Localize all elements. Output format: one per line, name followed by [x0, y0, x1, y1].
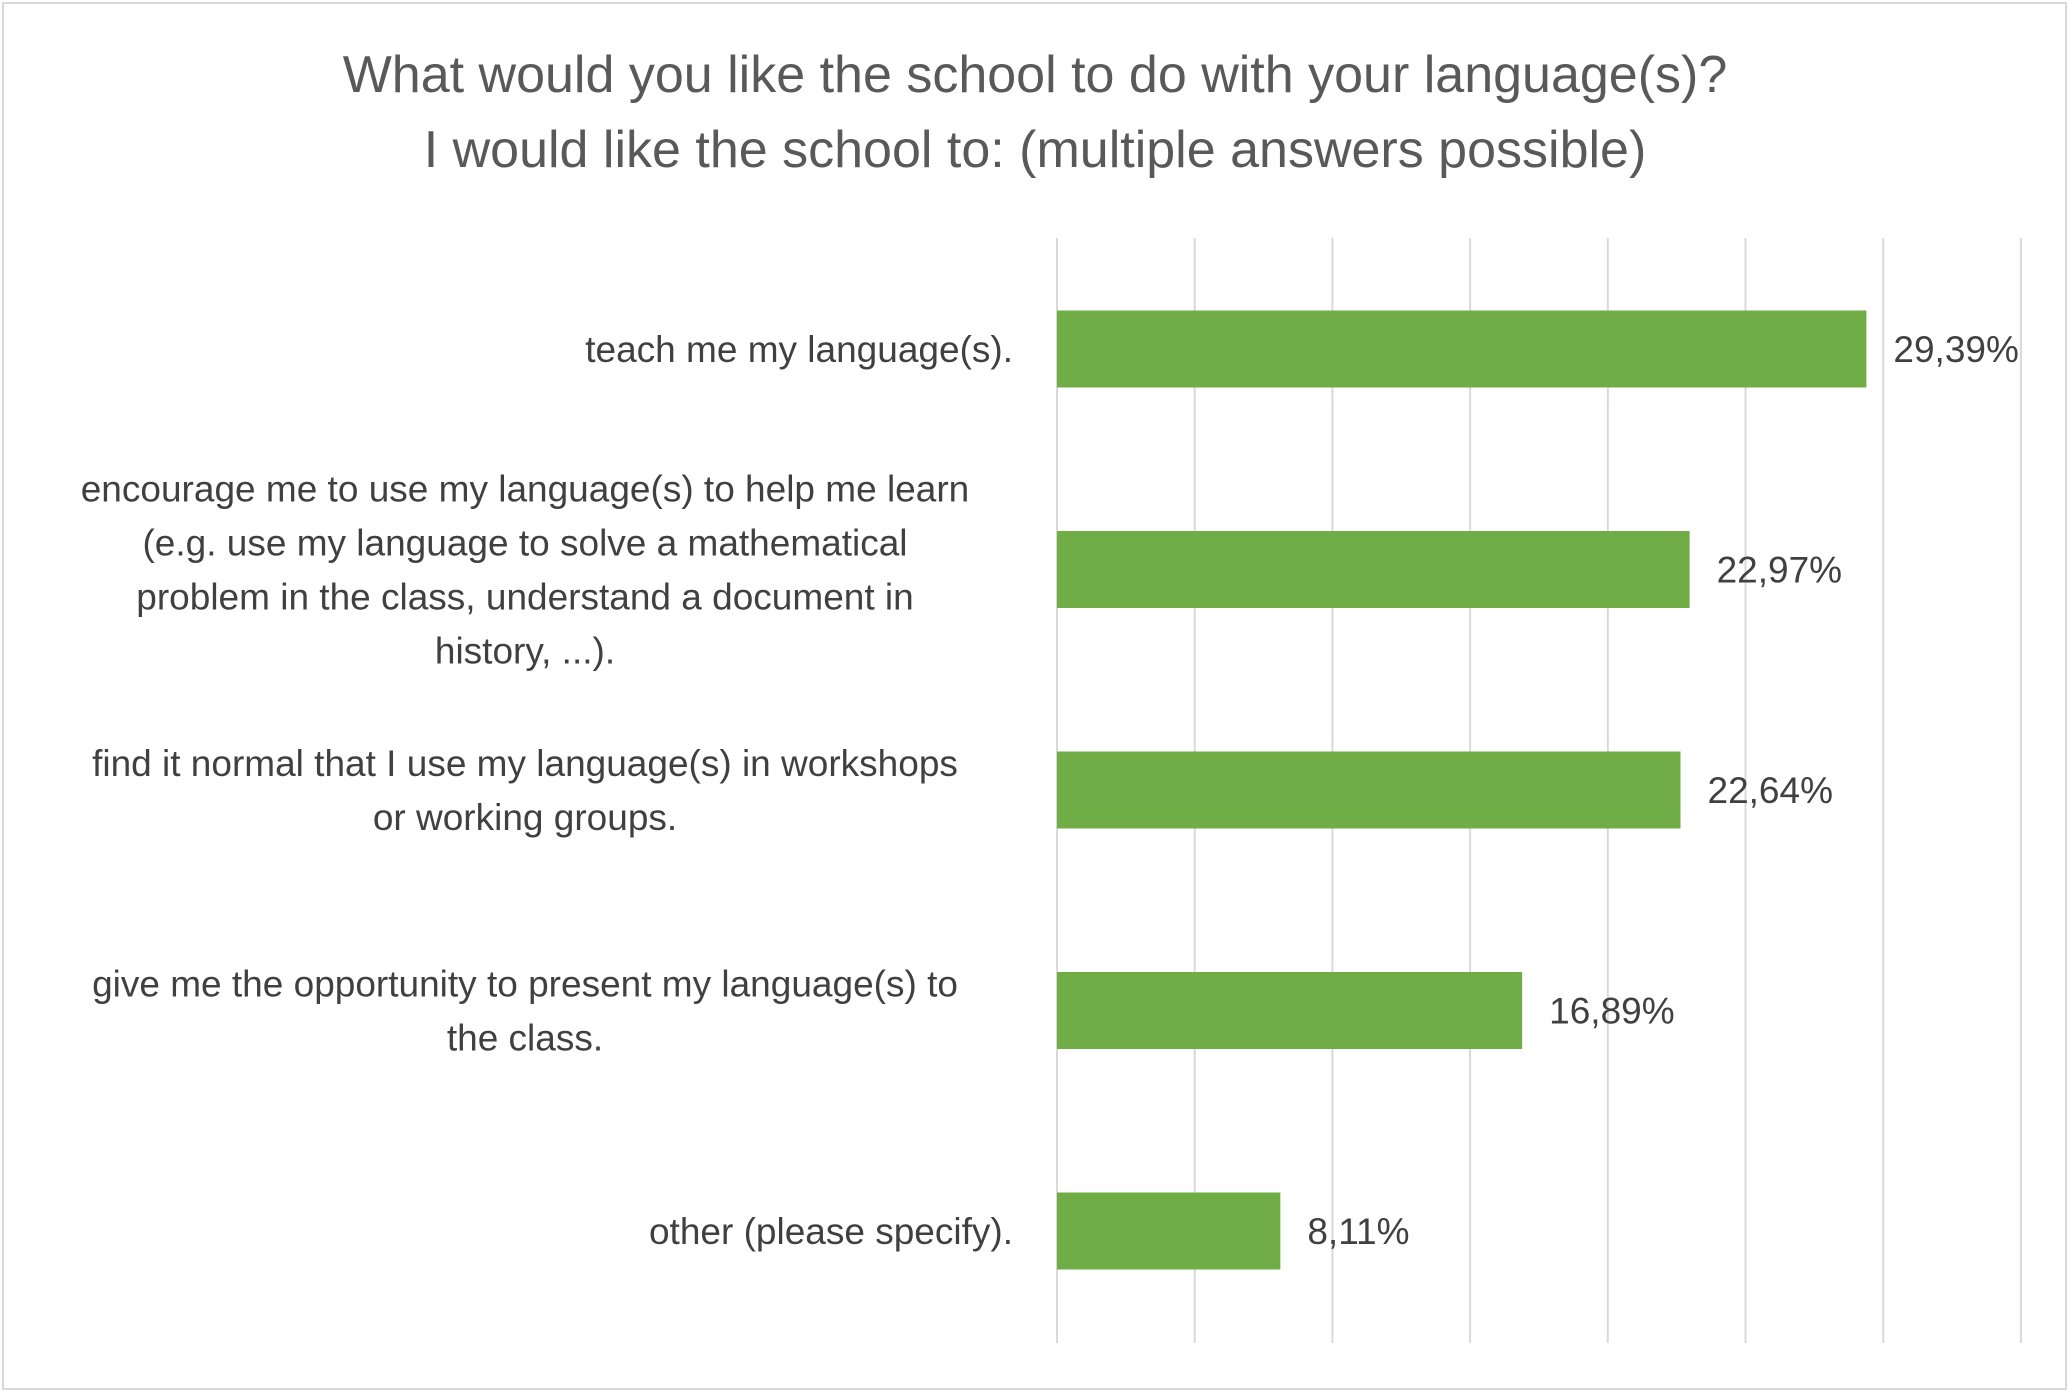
data-label: 16,89% — [1549, 991, 1675, 1032]
bar — [1057, 1192, 1281, 1270]
bar — [1057, 972, 1523, 1049]
category-label-line: history, ...). — [435, 631, 615, 672]
category-label: find it normal that I use my language(s)… — [92, 743, 958, 838]
category-label-line: find it normal that I use my language(s)… — [92, 743, 958, 784]
category-labels: teach me my language(s). encourage me to … — [81, 329, 1013, 1252]
category-label: other (please specify). — [649, 1211, 1013, 1252]
data-labels: 29,39% 22,97% 22,64% 16,89% 8,11% — [1307, 329, 2019, 1252]
category-label: encourage me to use my language(s) to he… — [81, 469, 970, 672]
category-label-line: problem in the class, understand a docum… — [136, 577, 913, 618]
chart-title: What would you like the school to do wit… — [343, 46, 1728, 179]
category-label-line: or working groups. — [373, 797, 677, 838]
bar — [1057, 310, 1867, 388]
category-label-line: encourage me to use my language(s) to he… — [81, 469, 970, 510]
data-label: 29,39% — [1893, 329, 2019, 370]
data-label: 8,11% — [1307, 1211, 1409, 1252]
category-label-line: the class. — [447, 1018, 603, 1059]
category-label-line: (e.g. use my language to solve a mathema… — [142, 523, 907, 564]
data-label: 22,97% — [1717, 550, 1843, 591]
chart-title-line: What would you like the school to do wit… — [343, 46, 1728, 104]
chart-title-line: I would like the school to: (multiple an… — [424, 121, 1647, 179]
category-label-line: give me the opportunity to present my la… — [92, 964, 958, 1005]
category-label: teach me my language(s). — [585, 329, 1013, 370]
category-label-line: teach me my language(s). — [585, 329, 1013, 370]
category-label: give me the opportunity to present my la… — [92, 964, 958, 1059]
category-label-line: other (please specify). — [649, 1211, 1013, 1252]
bars — [1057, 310, 1867, 1270]
bar — [1057, 751, 1681, 829]
data-label: 22,64% — [1708, 770, 1834, 811]
bar — [1057, 531, 1690, 608]
